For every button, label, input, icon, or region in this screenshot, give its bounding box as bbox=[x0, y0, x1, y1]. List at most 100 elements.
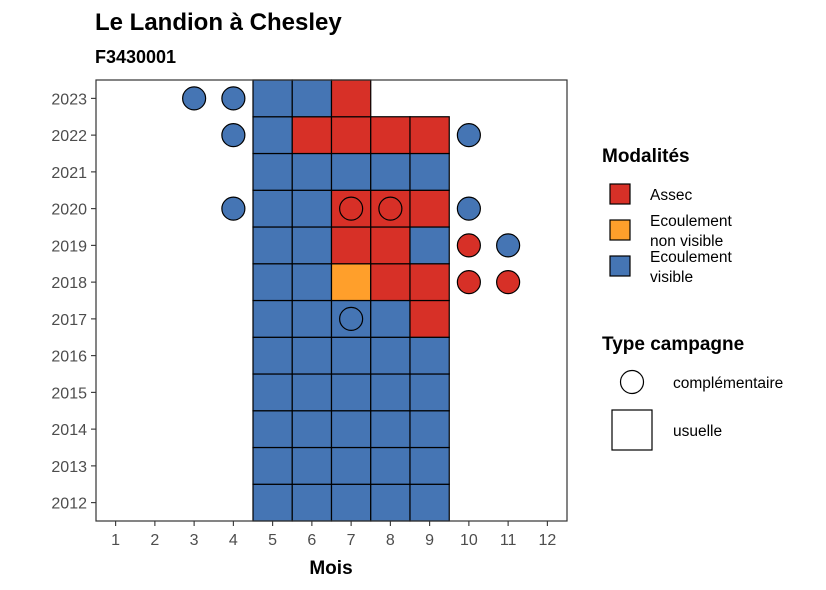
point-2020-10 bbox=[456, 196, 481, 221]
tile-2022-6 bbox=[291, 116, 333, 155]
point-2018-10 bbox=[456, 270, 481, 295]
y-tick-label: 2014 bbox=[51, 422, 87, 439]
tile-2019-8 bbox=[370, 226, 411, 265]
x-tick-label: 4 bbox=[229, 532, 238, 549]
x-axis-title: Mois bbox=[309, 558, 352, 579]
tile-2022-5 bbox=[252, 116, 293, 155]
tile-2013-8 bbox=[370, 446, 411, 485]
x-tick-label: 9 bbox=[425, 532, 434, 549]
point-2017-7 bbox=[339, 306, 364, 331]
tile-2019-5 bbox=[252, 226, 293, 265]
legend-title-type: Type campagne bbox=[602, 334, 744, 355]
tile-2013-7 bbox=[330, 446, 372, 485]
x-tick-label: 7 bbox=[347, 532, 356, 549]
x-tick-label: 2 bbox=[150, 532, 159, 549]
tile-2012-8 bbox=[370, 483, 411, 522]
tile-2017-5 bbox=[252, 299, 293, 338]
tile-2014-9 bbox=[409, 410, 450, 449]
x-tick-label: 11 bbox=[500, 532, 517, 549]
tile-2013-9 bbox=[409, 446, 450, 485]
legend-label-usuelle: usuelle bbox=[673, 423, 722, 440]
tile-2015-8 bbox=[370, 373, 411, 412]
legend-key-non_visible bbox=[609, 219, 631, 241]
tile-2023-6 bbox=[291, 79, 333, 118]
y-tick-label: 2016 bbox=[51, 349, 87, 366]
x-tick-label: 10 bbox=[460, 532, 478, 549]
tile-2018-5 bbox=[252, 263, 293, 302]
tile-2018-8 bbox=[370, 263, 411, 302]
point-2020-8 bbox=[378, 196, 403, 221]
legend-label-visible: Ecoulement bbox=[650, 249, 733, 266]
tile-2022-8 bbox=[370, 116, 411, 155]
point-2020-7 bbox=[339, 196, 364, 221]
tile-2023-7 bbox=[330, 79, 372, 118]
point-2022-4 bbox=[221, 123, 246, 148]
point-2018-11 bbox=[496, 270, 521, 295]
tile-2021-6 bbox=[291, 152, 333, 191]
tile-2013-6 bbox=[291, 446, 333, 485]
tile-2014-7 bbox=[330, 410, 372, 449]
y-tick-label: 2013 bbox=[51, 459, 87, 476]
tile-2016-6 bbox=[291, 336, 333, 375]
tile-2012-7 bbox=[330, 483, 372, 522]
y-tick-label: 2022 bbox=[51, 128, 87, 145]
legend-title-modalites: Modalités bbox=[602, 146, 690, 167]
axes-layer: 1 2 3 4 5 6 7 8 9 10 11 122012201320142015201620172… bbox=[51, 91, 556, 549]
legend-key-complementaire bbox=[619, 369, 645, 395]
tile-2016-5 bbox=[252, 336, 293, 375]
legend-label-non_visible: Ecoulement bbox=[650, 213, 733, 230]
y-tick-label: 2018 bbox=[51, 275, 87, 292]
point-2019-11 bbox=[496, 233, 521, 258]
y-tick-label: 2019 bbox=[51, 238, 87, 255]
x-tick-label: 1 bbox=[111, 532, 120, 549]
tile-2014-5 bbox=[252, 410, 293, 449]
tile-2018-6 bbox=[291, 263, 333, 302]
point-2020-4 bbox=[221, 196, 246, 221]
x-tick-label: 6 bbox=[307, 532, 316, 549]
tile-2021-9 bbox=[409, 152, 450, 191]
point-2022-10 bbox=[456, 123, 481, 148]
tile-2016-8 bbox=[370, 336, 411, 375]
chart-subtitle: F3430001 bbox=[95, 47, 176, 67]
tile-2018-9 bbox=[409, 263, 450, 302]
tile-2018-7 bbox=[330, 263, 372, 302]
tile-2012-9 bbox=[409, 483, 450, 522]
y-tick-label: 2012 bbox=[51, 496, 87, 513]
tile-2016-9 bbox=[409, 336, 450, 375]
tile-2020-5 bbox=[252, 189, 293, 228]
legend-label-non_visible: non visible bbox=[650, 233, 723, 250]
legend-label-assec: Assec bbox=[650, 187, 692, 204]
tile-2012-6 bbox=[291, 483, 333, 522]
legend-label-complementaire: complémentaire bbox=[673, 375, 783, 392]
legend-key-assec bbox=[609, 183, 631, 205]
tile-2022-7 bbox=[330, 116, 372, 155]
y-tick-label: 2015 bbox=[51, 385, 87, 402]
tile-2019-6 bbox=[291, 226, 333, 265]
point-2019-10 bbox=[456, 233, 481, 258]
point-2023-3 bbox=[182, 86, 207, 111]
tile-2020-9 bbox=[409, 189, 450, 228]
tile-2021-8 bbox=[370, 152, 411, 191]
circles-layer bbox=[182, 86, 521, 331]
tile-2012-5 bbox=[252, 483, 293, 522]
tile-2015-6 bbox=[291, 373, 333, 412]
tile-2023-5 bbox=[252, 79, 293, 118]
tile-2019-9 bbox=[409, 226, 450, 265]
chart-title: Le Landion à Chesley bbox=[95, 9, 342, 36]
y-tick-label: 2020 bbox=[51, 202, 87, 219]
tiles-layer bbox=[252, 79, 450, 522]
plot-border bbox=[95, 79, 568, 522]
tile-2017-8 bbox=[370, 299, 411, 338]
tile-2019-7 bbox=[330, 226, 372, 265]
tile-2021-7 bbox=[330, 152, 372, 191]
y-tick-label: 2023 bbox=[51, 91, 87, 108]
tile-2022-9 bbox=[409, 116, 450, 155]
tile-2015-9 bbox=[409, 373, 450, 412]
tile-2017-9 bbox=[409, 299, 450, 338]
tile-2014-6 bbox=[291, 410, 333, 449]
tile-2013-5 bbox=[252, 446, 293, 485]
y-tick-label: 2021 bbox=[51, 165, 87, 182]
tile-2015-7 bbox=[330, 373, 372, 412]
